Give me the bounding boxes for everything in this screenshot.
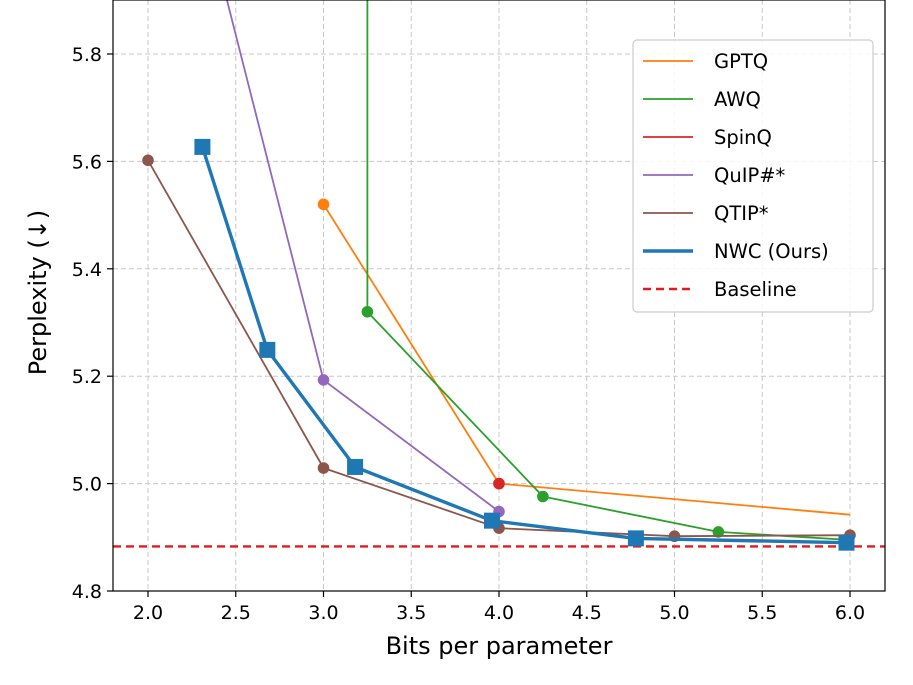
- x-tick-label: 3.5: [396, 602, 426, 624]
- series-line-nwc-ours: [200, 146, 847, 545]
- x-tick-label: 6.0: [835, 602, 865, 624]
- data-point-awq: [712, 526, 725, 538]
- x-tick-label: 5.0: [659, 602, 689, 624]
- y-tick-label: 5.6: [72, 151, 102, 173]
- data-point-nwc-ours: [347, 458, 364, 475]
- data-point-awq: [537, 490, 549, 503]
- y-tick-label: 5.2: [72, 366, 102, 388]
- series-spinq: [493, 477, 505, 490]
- data-point-spinq: [493, 477, 505, 490]
- legend-label-quip: QuIP#*: [714, 164, 786, 187]
- data-point-nwc-ours: [627, 530, 644, 547]
- series-awq: [361, 0, 851, 541]
- legend-label-nwc-ours: NWC (Ours): [714, 240, 829, 263]
- legend-label-awq: AWQ: [714, 88, 761, 111]
- data-point-gptq: [317, 198, 330, 211]
- x-tick-label: 5.5: [747, 602, 777, 624]
- data-point-qtip: [317, 462, 330, 474]
- data-point-nwc-ours: [259, 341, 276, 358]
- series-nwc-ours: [194, 138, 855, 551]
- legend-label-gptq: GPTQ: [714, 50, 768, 73]
- y-tick-label: 5.8: [72, 44, 102, 66]
- x-tick-label: 4.0: [484, 602, 514, 624]
- data-point-quip: [317, 374, 330, 386]
- data-point-awq: [361, 305, 374, 318]
- y-axis-title: Perplexity (↓): [24, 210, 52, 375]
- series-quip: [226, 0, 505, 518]
- tick-layer: 2.0 2.5 3.0 3.5 4.0 4.5 5.0 5.5 6.0 4.8 5.0 5.2 5.4 5…: [72, 44, 865, 624]
- x-tick-label: 3.0: [308, 602, 338, 624]
- data-point-nwc-ours: [194, 138, 211, 155]
- x-axis-title: Bits per parameter: [386, 632, 613, 660]
- series-layer: [142, 0, 856, 551]
- y-tick-label: 5.4: [72, 259, 102, 281]
- y-tick-label: 4.8: [72, 581, 102, 603]
- legend-label-baseline: Baseline: [714, 278, 797, 301]
- series-line-quip: [226, 0, 500, 513]
- legend-label-spinq: SpinQ: [714, 126, 772, 149]
- x-tick-label: 2.5: [221, 602, 251, 624]
- legend-label-qtip: QTIP*: [714, 202, 769, 225]
- data-point-qtip: [142, 154, 154, 167]
- data-point-nwc-ours: [483, 512, 500, 529]
- legend-box: [632, 39, 874, 313]
- data-point-nwc-ours: [838, 534, 855, 551]
- x-tick-label: 4.5: [572, 602, 602, 624]
- x-tick-label: 2.0: [133, 602, 163, 624]
- y-tick-label: 5.0: [72, 474, 102, 496]
- legend: GPTQ AWQ SpinQ QuIP#* QTIP* NWC (Ours) Baselin…: [632, 39, 874, 313]
